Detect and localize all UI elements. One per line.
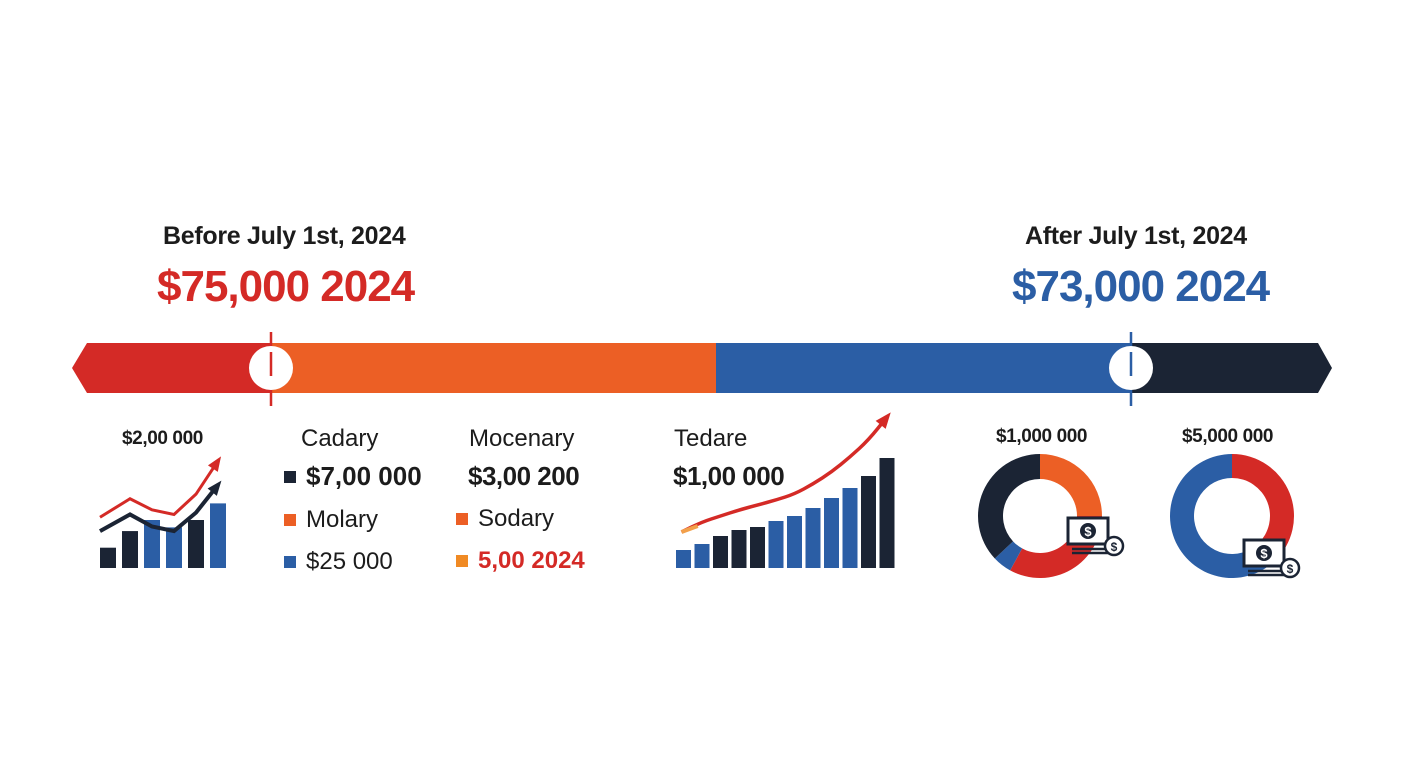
mocenary-value: $3,00 200: [468, 461, 580, 491]
legend-swatch-light-orange: [456, 555, 468, 567]
chart2-trend-start: [680, 524, 699, 534]
donut2-money-icon: $$: [1242, 538, 1301, 579]
before-amount: $75,000 2024: [157, 262, 415, 311]
tedare-title: Tedare: [674, 425, 748, 452]
mocenary-legend-item-2: 5,00 2024: [456, 547, 585, 575]
cadary-item-1-text: $7,00 000: [306, 461, 422, 491]
mocenary-title: Mocenary: [469, 425, 575, 452]
timeline-segment-blue: [716, 343, 1132, 393]
chart2-bar-2: [694, 544, 710, 568]
cadary-title: Cadary: [301, 425, 379, 452]
chart2-bar-1: [676, 550, 691, 568]
chart2-bar-10: [842, 488, 858, 568]
chart1-bar-2: [122, 531, 138, 568]
chart1-bar-line: [99, 456, 226, 568]
donut1-slice-navy: [978, 454, 1040, 559]
tedare-value: $1,00 000: [673, 461, 785, 491]
donut2-chart: $$: [1170, 454, 1301, 579]
after-period-label: After July 1st, 2024: [1025, 222, 1247, 250]
svg-text:$: $: [1287, 562, 1294, 576]
svg-text:$: $: [1111, 540, 1118, 554]
chart1-arrowhead-red: [207, 456, 222, 472]
cadary-item-3-text: $25 000: [306, 548, 393, 575]
chart2-bar-4: [731, 530, 747, 568]
mocenary-legend-item-1: Sodary: [456, 505, 585, 533]
donut2-title: $5,000 000: [1182, 426, 1274, 447]
chart1-bar-1: [100, 547, 116, 568]
chart1-trend-line-red: [99, 460, 220, 519]
chart2-growth-bars: [676, 412, 895, 568]
chart2-bar-12: [879, 458, 895, 568]
cadary-item-2-text: Molary: [306, 506, 379, 533]
timeline-segment-red: [72, 343, 270, 393]
timeline-bar: [72, 332, 1332, 406]
mocenary-legend: Sodary 5,00 2024: [456, 505, 585, 575]
chart1-bar-4: [166, 527, 182, 568]
donut1-title: $1,000 000: [996, 426, 1088, 447]
donut1-slice-orange: [1040, 454, 1102, 516]
chart1-trend-line-navy: [99, 483, 220, 534]
before-period-label: Before July 1st, 2024: [163, 222, 406, 250]
cadary-legend-item-3: $25 000: [284, 548, 422, 576]
donut1-slice-blue: [994, 541, 1023, 571]
legend-swatch-orange: [456, 513, 468, 525]
after-amount: $73,000 2024: [1012, 262, 1270, 311]
timeline-segment-navy: [1131, 343, 1332, 393]
cadary-legend-item-1: $7,00 000: [284, 461, 422, 492]
chart1-arrowhead-navy: [207, 480, 222, 496]
chart1-title: $2,00 000: [122, 428, 203, 449]
chart2-bar-8: [805, 508, 821, 568]
svg-text:$: $: [1260, 546, 1268, 561]
chart1-bar-3: [144, 520, 160, 568]
mocenary-item-2-text: 5,00 2024: [478, 547, 585, 574]
mocenary-item-1-text: Sodary: [478, 505, 555, 532]
chart2-bar-6: [768, 521, 784, 568]
donut1-money-icon: $$: [1066, 516, 1125, 557]
timeline-segment-orange: [270, 343, 717, 393]
chart2-bar-3: [713, 536, 728, 568]
donut1-chart: $$: [978, 454, 1125, 578]
chart2-bar-5: [750, 527, 765, 568]
chart1-bar-5: [188, 520, 204, 568]
chart2-bar-9: [824, 498, 839, 568]
chart2-bar-7: [787, 516, 802, 568]
legend-swatch-blue: [284, 556, 296, 568]
chart1-bar-6: [210, 503, 226, 568]
legend-swatch-orange: [284, 514, 296, 526]
chart2-arrowhead: [875, 412, 891, 429]
chart2-trend-line: [680, 415, 889, 534]
svg-text:$: $: [1084, 524, 1092, 539]
cadary-legend: $7,00 000 Molary $25 000: [284, 461, 422, 576]
cadary-legend-item-2: Molary: [284, 506, 422, 534]
legend-swatch-navy: [284, 470, 296, 483]
donut2-slice-blue: [1170, 454, 1275, 578]
chart2-bar-11: [861, 476, 876, 568]
donut2-slice-red: [1232, 454, 1294, 562]
